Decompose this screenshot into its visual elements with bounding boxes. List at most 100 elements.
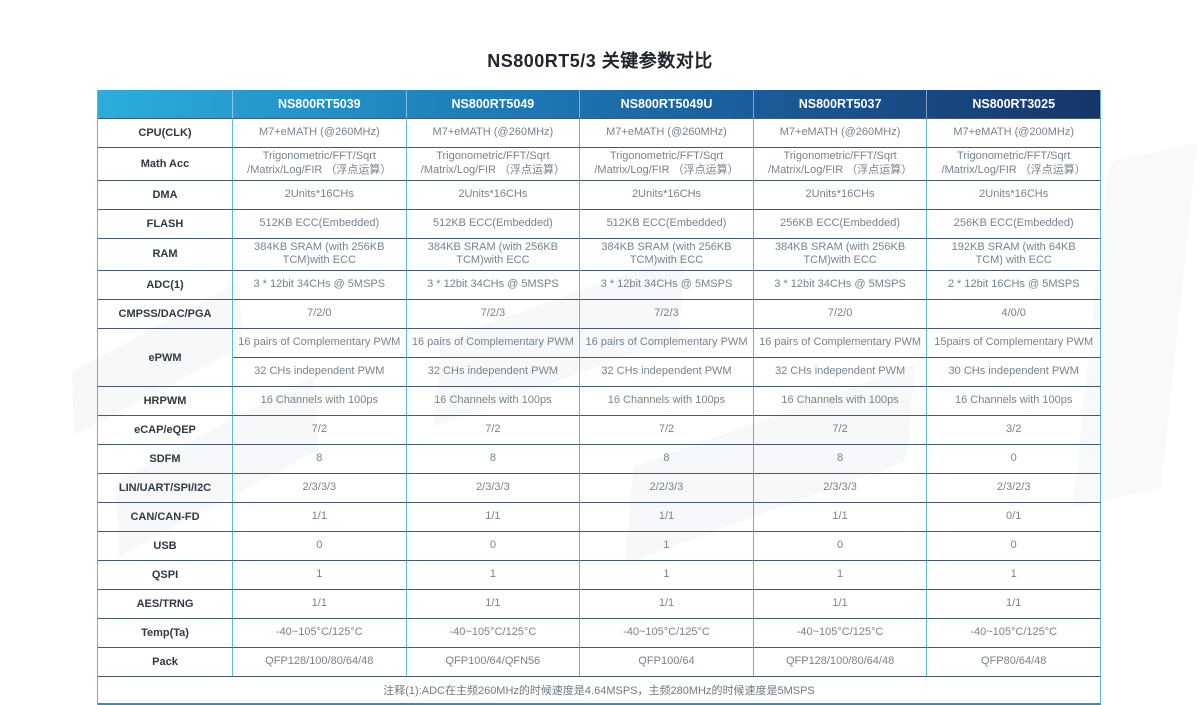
table-cell: 1 (753, 561, 928, 590)
table-cell: 16 Channels with 100ps (233, 387, 407, 416)
row-label-temp-ta: Temp(Ta) (98, 619, 233, 648)
row-label-cpu-clk: CPU(CLK) (98, 119, 233, 148)
column-header-ns800rt3025: NS800RT3025 (927, 90, 1101, 119)
table-row: eCAP/eQEP 7/2 7/2 7/2 7/2 3/2 (98, 416, 1101, 445)
row-label-flash: FLASH (98, 209, 233, 239)
table-cell: -40~105°C/125°C (233, 619, 407, 648)
table-row: DMA 2Units*16CHs 2Units*16CHs 2Units*16CHs 2… (98, 180, 1101, 210)
table-cell: 512KB ECC(Embedded) (580, 209, 754, 239)
table-cell: 0 (233, 532, 407, 561)
table-cell: 32 CHs independent PWM (406, 358, 581, 387)
table-cell: 16 pairs of Complementary PWM (753, 329, 928, 358)
table-row: Pack QFP128/100/80/64/48 QFP100/64/QFN56 QF… (98, 648, 1101, 677)
table-cell: 7/2 (580, 416, 754, 445)
table-row: HRPWM 16 Channels with 100ps 16 Channels w… (98, 387, 1101, 416)
table-cell: 1 (580, 561, 754, 590)
table-cell: 2/3/3/3 (753, 474, 928, 503)
table-cell: 7/2 (233, 416, 407, 445)
table-cell: 512KB ECC(Embedded) (233, 209, 407, 239)
table-cell: 2Units*16CHs (406, 180, 581, 210)
table-cell: 2/3/3/3 (406, 474, 581, 503)
row-label-epwm: ePWM (98, 329, 233, 387)
table-cell: QFP100/64 (580, 648, 754, 677)
table-row: RAM 384KB SRAM (with 256KB TCM)with ECC 38… (98, 238, 1101, 271)
table-cell: 0 (406, 532, 581, 561)
table-cell: 3 * 12bit 34CHs @ 5MSPS (406, 271, 581, 300)
row-label-sdfm: SDFM (98, 445, 233, 474)
table-cell: 16 Channels with 100ps (406, 387, 581, 416)
table-cell: 32 CHs independent PWM (233, 358, 407, 387)
table-cell: 0 (927, 445, 1101, 474)
table-cell: 7/2 (753, 416, 928, 445)
table-cell: 30 CHs independent PWM (927, 358, 1101, 387)
table-cell: 16 Channels with 100ps (580, 387, 754, 416)
table-row: CAN/CAN-FD 1/1 1/1 1/1 1/1 0/1 (98, 503, 1101, 532)
row-label-math-acc: Math Acc (98, 148, 233, 181)
page-title: NS800RT5/3 关键参数对比 (487, 51, 713, 71)
table-cell: 384KB SRAM (with 256KB TCM)with ECC (233, 238, 407, 271)
row-label-aes-trng: AES/TRNG (98, 590, 233, 619)
table-cell: 4/0/0 (927, 300, 1101, 329)
table-cell: 3/2 (927, 416, 1101, 445)
table-cell: 8 (753, 445, 928, 474)
row-label-hrpwm: HRPWM (98, 387, 233, 416)
table-cell: 16 Channels with 100ps (753, 387, 928, 416)
table-cell: Trigonometric/FFT/Sqrt /Matrix/Log/FIR （… (233, 148, 407, 181)
table-cell: 512KB ECC(Embedded) (406, 209, 581, 239)
row-label-cmpss-dac-pga: CMPSS/DAC/PGA (98, 300, 233, 329)
table-row: ADC(1) 3 * 12bit 34CHs @ 5MSPS 3 * 12bit 3… (98, 271, 1101, 300)
table-cell: 256KB ECC(Embedded) (927, 209, 1101, 239)
table-cell: 2Units*16CHs (233, 180, 407, 210)
table-cell: 16 pairs of Complementary PWM (233, 329, 407, 358)
table-cell: QFP128/100/80/64/48 (753, 648, 928, 677)
table-cell: 1/1 (753, 503, 928, 532)
table-cell: 384KB SRAM (with 256KB TCM)with ECC (580, 238, 754, 271)
column-header-ns800rt5037: NS800RT5037 (753, 90, 928, 119)
table-row: CPU(CLK) M7+eMATH (@260MHz) M7+eMATH (@260… (98, 119, 1101, 148)
table-cell: 7/2/3 (580, 300, 754, 329)
page: NS800RT5/3 关键参数对比 NS800RT5039 NS800RT5049… (97, 51, 1101, 705)
table-cell: M7+eMATH (@260MHz) (580, 119, 754, 148)
table-cell: 16 pairs of Complementary PWM (406, 329, 581, 358)
table-cell: 2/3/2/3 (927, 474, 1101, 503)
table-cell: 256KB ECC(Embedded) (753, 209, 928, 239)
table-cell: 3 * 12bit 34CHs @ 5MSPS (580, 271, 754, 300)
table-footnote: 注释(1):ADC在主频260MHz的时候速度是4.64MSPS，主频280MH… (98, 677, 1101, 705)
row-label-lin-uart-spi-i2c: LIN/UART/SPI/I2C (98, 474, 233, 503)
table-cell: 3 * 12bit 34CHs @ 5MSPS (753, 271, 928, 300)
table-cell: Trigonometric/FFT/Sqrt /Matrix/Log/FIR （… (580, 148, 754, 181)
table-cell: Trigonometric/FFT/Sqrt /Matrix/Log/FIR （… (406, 148, 581, 181)
spec-table-wrap: NS800RT5039 NS800RT5049 NS800RT5049U NS800R… (97, 90, 1101, 705)
table-cell: 1 (580, 532, 754, 561)
table-row: AES/TRNG 1/1 1/1 1/1 1/1 1/1 (98, 590, 1101, 619)
row-label-usb: USB (98, 532, 233, 561)
table-cell: M7+eMATH (@200MHz) (927, 119, 1101, 148)
table-cell: QFP80/64/48 (927, 648, 1101, 677)
table-cell: -40~105°C/125°C (406, 619, 581, 648)
spec-table-body: CPU(CLK) M7+eMATH (@260MHz) M7+eMATH (@260… (98, 119, 1101, 677)
row-label-can-can-fd: CAN/CAN-FD (98, 503, 233, 532)
column-header-ns800rt5049u: NS800RT5049U (580, 90, 754, 119)
column-header-blank (98, 90, 233, 119)
table-cell: 2 * 12bit 16CHs @ 5MSPS (927, 271, 1101, 300)
table-row: FLASH 512KB ECC(Embedded) 512KB ECC(Embedd… (98, 209, 1101, 239)
table-cell: M7+eMATH (@260MHz) (753, 119, 928, 148)
table-cell: 1 (927, 561, 1101, 590)
table-cell: 0 (927, 532, 1101, 561)
table-cell: 1/1 (233, 590, 407, 619)
column-header-ns800rt5039: NS800RT5039 (233, 90, 407, 119)
table-cell: 8 (580, 445, 754, 474)
table-cell: 7/2/3 (406, 300, 581, 329)
table-cell: Trigonometric/FFT/Sqrt /Matrix/Log/FIR （… (927, 148, 1101, 181)
spec-table: NS800RT5039 NS800RT5049 NS800RT5049U NS800R… (97, 90, 1101, 705)
row-label-ram: RAM (98, 238, 233, 271)
table-cell: 1/1 (406, 590, 581, 619)
table-row: USB 0 0 1 0 0 (98, 532, 1101, 561)
table-cell: 384KB SRAM (with 256KB TCM)with ECC (753, 238, 928, 271)
table-cell: 7/2 (406, 416, 581, 445)
table-cell: 7/2/0 (233, 300, 407, 329)
table-row: QSPI 1 1 1 1 1 (98, 561, 1101, 590)
table-cell: 1/1 (927, 590, 1101, 619)
row-label-ecap-eqep: eCAP/eQEP (98, 416, 233, 445)
table-cell: 32 CHs independent PWM (753, 358, 928, 387)
